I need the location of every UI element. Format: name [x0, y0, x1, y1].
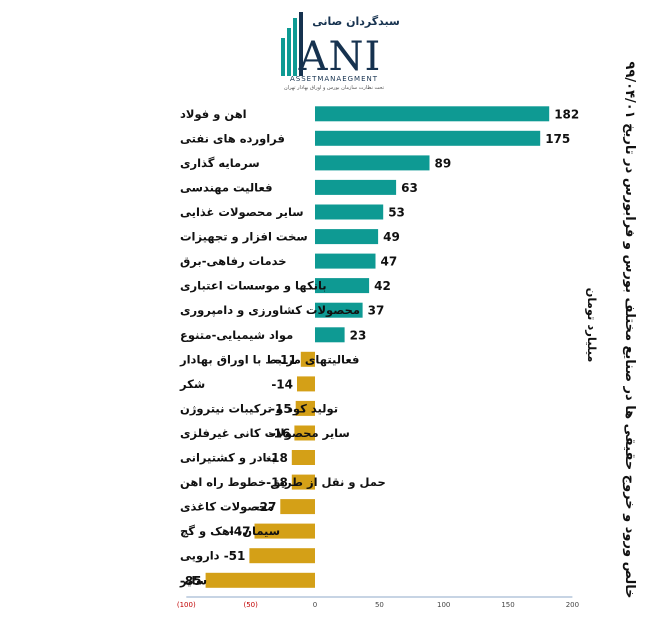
- value-label: -18: [266, 476, 288, 490]
- category-label: محصولات کاغذی: [180, 500, 274, 515]
- value-label: -51: [224, 549, 246, 563]
- logo: سبدگردان صانی ANI ASSETMANAEGMENT تحت نظ…: [281, 12, 400, 91]
- bars-group: [205, 106, 550, 588]
- category-label: سایر محصولات غذایی: [180, 205, 304, 220]
- value-label: -18: [266, 451, 288, 465]
- category-label: سخت افزار و تجهیزات: [180, 230, 308, 245]
- bar: [315, 179, 397, 195]
- value-label: 182: [554, 107, 579, 121]
- bar: [254, 523, 315, 539]
- x-tick-label: 0: [313, 601, 317, 609]
- bar: [315, 302, 363, 318]
- value-label: 53: [388, 206, 405, 220]
- bar: [315, 253, 376, 269]
- category-label: سیمان، اهک و گچ: [180, 524, 280, 539]
- chart-title: خالص ورود و خروج حقیقی ها در صنایع مختلف…: [622, 62, 637, 599]
- category-labels: اهن و فولاد فراورده های نفتی سرمایه گذاری ف…: [179, 107, 386, 587]
- x-axis-tick-labels: (100) (50) 0 50 100 150 200: [177, 601, 579, 609]
- x-tick-label: 50: [375, 601, 384, 609]
- value-label: 23: [350, 328, 367, 342]
- category-label: محصولات کشاورزی و دامپروری: [180, 303, 360, 318]
- bar: [295, 400, 315, 416]
- value-label: 175: [545, 132, 570, 146]
- value-label: 37: [368, 304, 385, 318]
- category-label: اهن و فولاد: [180, 107, 247, 122]
- value-label: 42: [374, 279, 391, 293]
- value-label: -47: [229, 525, 251, 539]
- category-label: سایر: [179, 573, 207, 587]
- bar: [315, 278, 370, 294]
- x-tick-label: (50): [244, 601, 259, 609]
- logo-subtitle: ASSETMANAEGMENT: [290, 75, 378, 83]
- bar: [294, 425, 315, 441]
- value-label: -16: [269, 427, 291, 441]
- category-label: سرمایه گذاری: [180, 156, 260, 170]
- value-label: -15: [270, 402, 292, 416]
- bar: [205, 572, 315, 588]
- bar: [315, 106, 550, 122]
- category-label: فراورده های نفتی: [180, 131, 285, 146]
- bar: [297, 376, 315, 392]
- logo-building-icon: [281, 12, 303, 76]
- value-label: -27: [255, 500, 277, 514]
- x-tick-label: 200: [566, 601, 579, 609]
- category-label: فعالیت مهندسی: [180, 180, 273, 194]
- category-label: شکر: [179, 377, 205, 391]
- bar: [315, 327, 345, 343]
- value-label: 49: [383, 230, 400, 244]
- bar: [291, 474, 315, 490]
- x-tick-label: 100: [437, 601, 450, 609]
- bar: [280, 499, 315, 515]
- x-tick-label: (100): [177, 601, 196, 609]
- logo-tagline: تحت نظارت سازمان بورس و اوراق بهادار تهر…: [284, 85, 385, 91]
- bar: [315, 130, 541, 146]
- category-label: بنادر و کشتیرانی: [180, 451, 276, 466]
- value-label: -85: [180, 574, 202, 588]
- category-label: دارویی: [180, 549, 220, 564]
- bar: [300, 351, 315, 367]
- value-label: 47: [381, 255, 398, 269]
- bar: [291, 450, 315, 465]
- category-label: فعالیتهای مرتبط با اوراق بهادار: [179, 352, 359, 367]
- value-label: -14: [271, 377, 293, 391]
- bar: [315, 229, 379, 245]
- category-label: حمل و نقل از طریق خطوط راه اهن: [180, 475, 386, 490]
- value-label: 63: [401, 181, 418, 195]
- unit-label: میلیارد تومان: [584, 288, 599, 363]
- category-label: بانکها و موسسات اعتباری: [180, 279, 327, 294]
- category-label: سایر محصولات کانی غیرفلزی: [180, 426, 350, 441]
- value-label: -11: [275, 353, 297, 367]
- logo-english-name: ANI: [298, 34, 382, 80]
- bar: [315, 204, 384, 220]
- x-tick-label: 150: [501, 601, 514, 609]
- category-label: خدمات رفاهی-برق: [180, 254, 287, 268]
- value-label: 89: [435, 156, 452, 170]
- logo-persian-name: سبدگردان صانی: [312, 15, 400, 28]
- category-label: تولید کود و ترکیبات نیتروژن: [180, 401, 338, 416]
- bar: [249, 548, 315, 564]
- bar: [315, 155, 430, 171]
- category-label: مواد شیمیایی-متنوع: [180, 328, 293, 343]
